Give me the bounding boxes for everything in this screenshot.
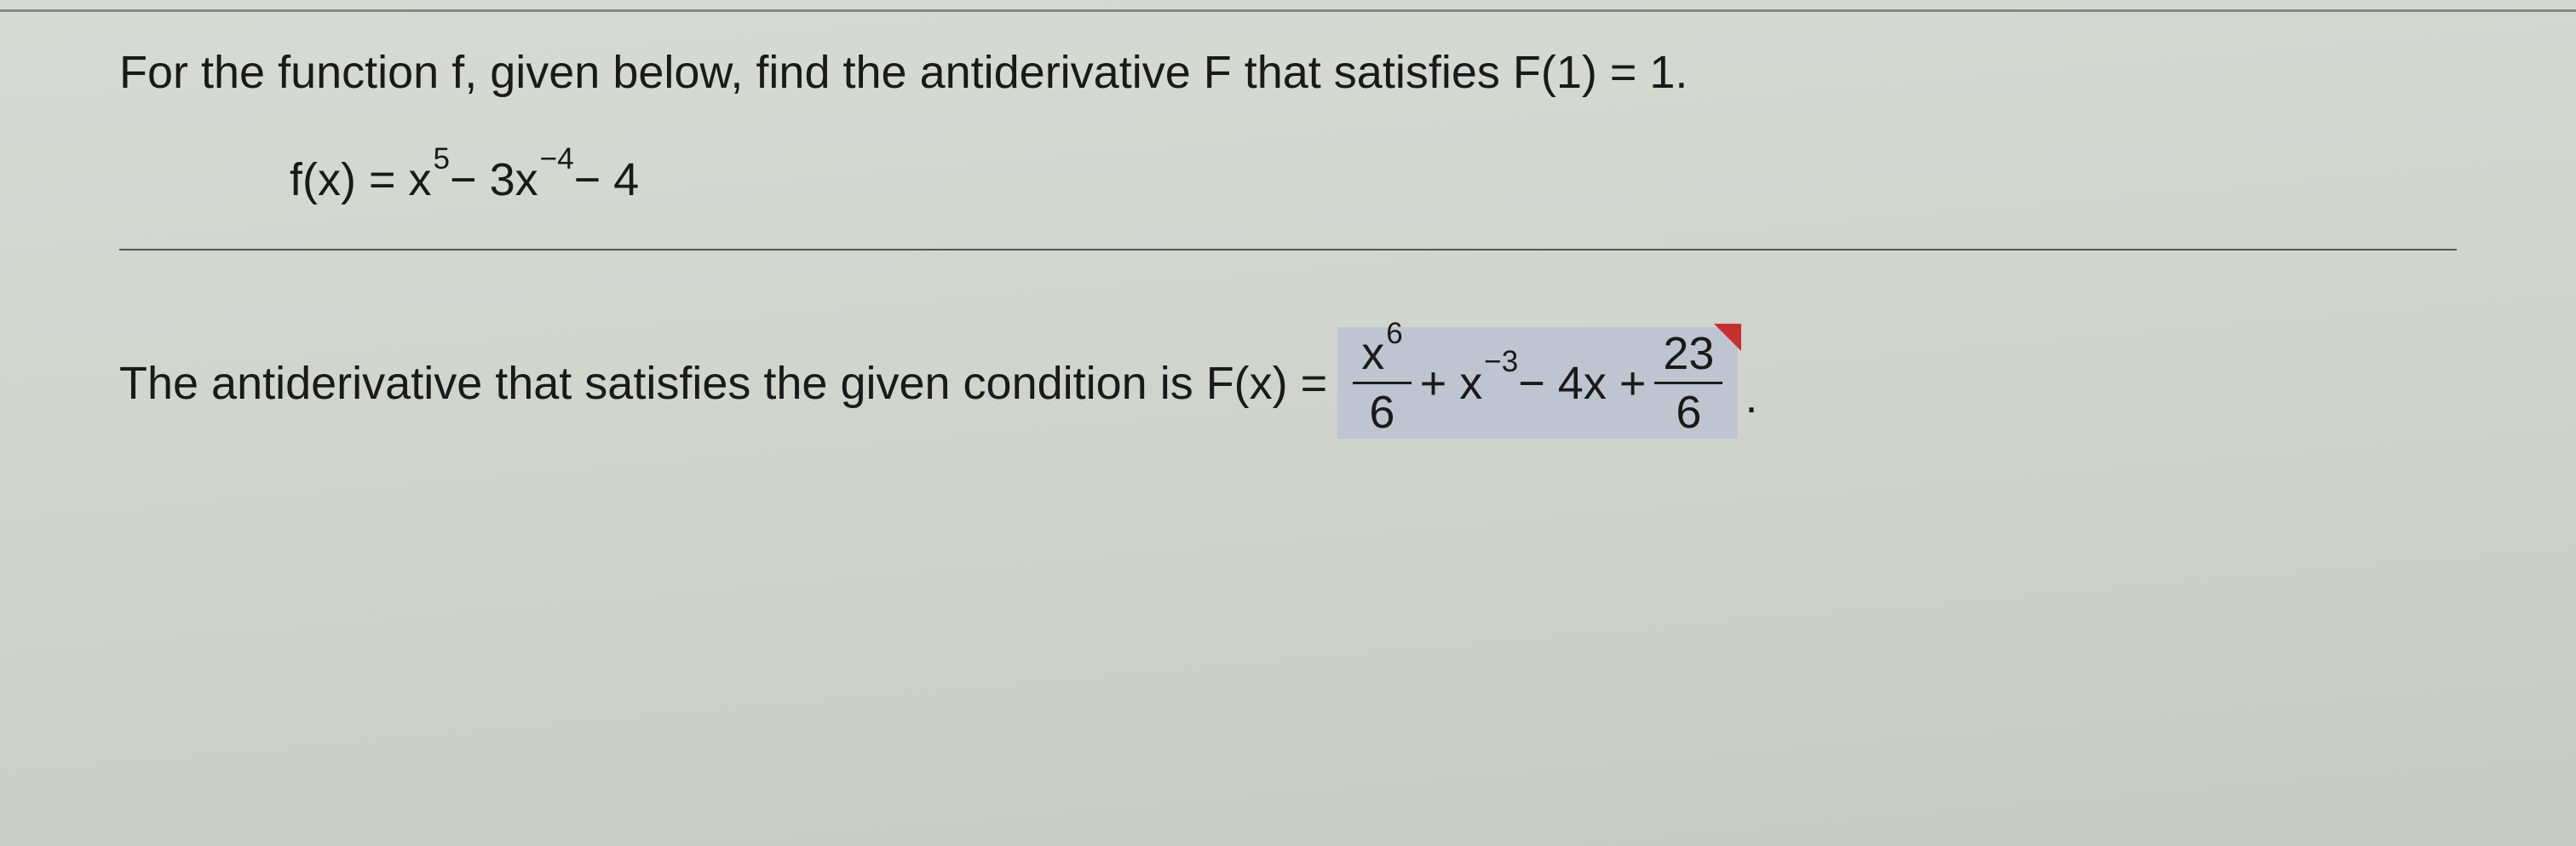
answer-exp-neg3: −3 <box>1484 345 1518 379</box>
frac1-num-base: x <box>1361 331 1384 377</box>
answer-period: . <box>1745 371 1757 423</box>
frac1-den: 6 <box>1369 384 1394 435</box>
formula-exp2: −4 <box>540 142 574 176</box>
frac2-den: 6 <box>1676 384 1701 435</box>
answer-mid: − 4x + <box>1518 357 1646 410</box>
question-prompt: For the function f, given below, find th… <box>119 43 2457 102</box>
formula-lhs: f(x) = x <box>290 153 432 206</box>
formula-mid1: − 3x <box>450 153 538 206</box>
function-formula: f(x) = x 5 − 3x −4 − 4 <box>290 153 2457 206</box>
top-border <box>0 0 2576 12</box>
answer-highlight[interactable]: x 6 6 + x −3 − 4x + 23 6 <box>1337 327 1738 439</box>
formula-exp1: 5 <box>434 142 451 176</box>
answer-plus1: + x <box>1420 357 1483 410</box>
frac2-num: 23 <box>1654 331 1722 384</box>
fraction-x6-over-6: x 6 6 <box>1353 331 1412 435</box>
formula-math: f(x) = x 5 − 3x −4 − 4 <box>290 153 639 206</box>
frac1-num-exp: 6 <box>1386 319 1403 348</box>
answer-lead: The antiderivative that satisfies the gi… <box>119 357 1327 410</box>
content-area: For the function f, given below, find th… <box>0 0 2576 439</box>
edit-triangle-icon[interactable] <box>1714 324 1741 351</box>
answer-row: The antiderivative that satisfies the gi… <box>119 327 2457 439</box>
section-divider <box>119 249 2457 250</box>
formula-tail: − 4 <box>574 153 640 206</box>
fraction-23-over-6: 23 6 <box>1654 331 1722 435</box>
